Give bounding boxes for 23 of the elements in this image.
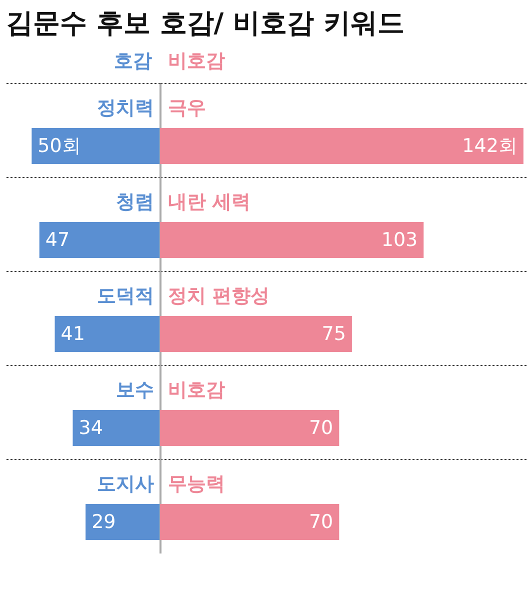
data-label: 41 <box>60 323 85 345</box>
category-label: 극우 <box>168 97 206 119</box>
data-label: 50회 <box>38 135 81 157</box>
data-label: 103 <box>381 229 418 251</box>
text: 비호감 <box>168 50 225 72</box>
text: 호감 <box>114 50 152 72</box>
data-label: 70 <box>308 417 334 439</box>
category-label: 내란 세력 <box>168 191 251 213</box>
category-label: 청렴 <box>116 191 154 213</box>
category-label: 정치 편향성 <box>168 285 270 307</box>
category-label: 무능력 <box>168 473 225 495</box>
data-label: 142회 <box>462 135 518 157</box>
category-label: 도지사 <box>97 473 154 495</box>
category-label: 도덕적 <box>97 285 154 307</box>
category-label: 보수 <box>116 379 154 401</box>
category-label: 비호감 <box>168 379 225 401</box>
data-label: 70 <box>308 511 334 533</box>
data-label: 29 <box>92 511 116 533</box>
data-label: 34 <box>78 417 103 439</box>
category-label: 정치력 <box>97 97 154 119</box>
data-label: 75 <box>322 323 346 345</box>
chart-title: 김문수 후보 호감/ 비호감 키워드 <box>6 8 404 39</box>
data-label: 47 <box>45 229 70 251</box>
